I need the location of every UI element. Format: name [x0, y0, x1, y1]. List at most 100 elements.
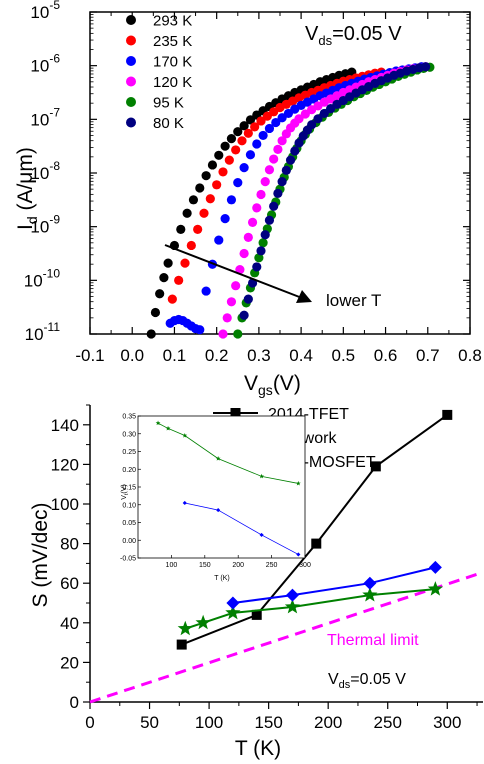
- y-tick-exponent: -11: [44, 320, 61, 334]
- data-point: [177, 620, 193, 636]
- data-point: [294, 138, 304, 148]
- y-tick-base: 10: [30, 164, 49, 183]
- lower-t-arrow-head: [296, 290, 312, 303]
- y-tick-exponent: -8: [49, 159, 60, 173]
- data-point: [167, 294, 177, 304]
- data-point: [218, 167, 228, 177]
- top-x-tick-label: 0.3: [247, 346, 271, 365]
- data-point: [285, 155, 296, 165]
- legend-marker: [126, 35, 136, 46]
- inset-data-point: [296, 552, 301, 557]
- data-point: [258, 130, 268, 141]
- data-point: [256, 116, 266, 126]
- top-y-tick-label: 10-7: [30, 105, 60, 129]
- inset-y-tick-label: 0.30: [122, 431, 136, 438]
- legend-label: 170 K: [153, 54, 192, 71]
- y-tick-base: 10: [30, 57, 49, 76]
- top-plot-frame: [89, 11, 471, 335]
- bottom-y-axis-label: S (mV/dec): [29, 502, 52, 607]
- data-point: [311, 538, 322, 549]
- inset-data-point: [259, 532, 264, 538]
- data-point: [222, 313, 232, 323]
- bottom-x-tick-label: 0: [85, 713, 94, 732]
- series-line: [184, 588, 436, 630]
- top-axis-ticks: -0.1 0.0 0.1 0.2 0.3 0.4 0.5 0.6 0.7 0.810-1110-1…: [24, 0, 482, 365]
- inset-y-tick-label: 0.15: [122, 485, 136, 492]
- data-point: [180, 258, 190, 268]
- thermal-limit-line: [89, 570, 484, 704]
- y-tick-base: 10: [25, 325, 44, 344]
- y-tick-exponent: -5: [49, 0, 60, 12]
- data-point: [163, 258, 173, 268]
- data-point: [442, 409, 453, 420]
- data-point: [176, 639, 187, 650]
- data-point: [188, 195, 199, 205]
- inset-y-tick-label: 0.20: [122, 467, 136, 474]
- data-point: [284, 598, 301, 614]
- top-x-tick-label: -0.1: [75, 346, 104, 365]
- top-x-tick-label: 0.1: [163, 346, 187, 365]
- top-y-tick-label: 10-9: [30, 213, 60, 237]
- data-point: [254, 253, 264, 263]
- data-point: [363, 576, 377, 590]
- inset-y-tick-label: -0.05: [120, 556, 136, 563]
- data-point: [195, 614, 211, 630]
- inset-y-tick-label: 0.00: [122, 538, 136, 545]
- inset-x-axis-label: T (K): [214, 575, 229, 582]
- thermal-limit-label: Thermal limit: [327, 632, 419, 649]
- data-point: [290, 146, 300, 156]
- threshold-voltage-inset: 100 150 200 250 300 -0.05 0.00 0.05 0.10 0.15 0.20…: [120, 414, 311, 583]
- inset-series-2: [182, 500, 301, 557]
- data-point: [201, 171, 211, 181]
- data-point: [256, 246, 266, 256]
- data-point: [251, 609, 262, 620]
- subthreshold-swing-chart: 0 50 100 150 200 250 300 0 20 40 60 80 100 120 140 20 1…: [29, 404, 484, 760]
- data-point: [174, 275, 184, 285]
- data-point: [250, 122, 260, 132]
- top-data-points: [146, 62, 435, 339]
- data-point: [214, 150, 224, 160]
- data-point: [245, 115, 256, 125]
- data-point: [252, 139, 262, 149]
- inset-series-line: [184, 502, 299, 555]
- data-point: [271, 117, 281, 128]
- lower-t-arrow-line: [164, 244, 303, 299]
- data-point: [277, 176, 287, 187]
- bottom-y-tick-label: 140: [51, 416, 79, 435]
- data-point: [212, 180, 222, 190]
- inset-data-point: [216, 507, 221, 513]
- data-point: [258, 238, 268, 248]
- bottom-y-tick-label: 40: [60, 614, 79, 633]
- data-point: [146, 329, 156, 339]
- legend-label: 293 K: [153, 13, 192, 30]
- data-point: [281, 165, 291, 175]
- top-x-tick-label: 0.4: [289, 346, 313, 365]
- data-point: [319, 108, 329, 119]
- bottom-x-tick-label: 150: [254, 713, 282, 732]
- data-point: [176, 224, 186, 234]
- series-2016-MOSFET: [226, 560, 442, 610]
- inset-plot-frame: [137, 415, 306, 559]
- inset-y-tick-label: 0.05: [122, 520, 136, 527]
- bottom-x-tick-label: 100: [195, 713, 223, 732]
- legend-marker: [126, 97, 136, 107]
- inset-axis-ticks: 100 150 200 250 300 -0.05 0.00 0.05 0.10 0.15 0.20…: [120, 414, 311, 570]
- inset-series-1: [155, 420, 301, 486]
- data-point: [193, 224, 203, 234]
- data-point: [264, 123, 275, 134]
- data-point: [224, 155, 234, 165]
- data-point: [252, 203, 262, 213]
- data-point: [294, 114, 304, 124]
- data-point: [226, 195, 237, 205]
- inset-data-point: [295, 480, 301, 486]
- top-y-axis-label: Id (A/μm): [14, 147, 40, 230]
- inset-series-line: [157, 422, 299, 484]
- data-point: [247, 217, 258, 227]
- data-point: [195, 183, 205, 193]
- data-point: [269, 201, 279, 211]
- data-point: [252, 262, 262, 272]
- data-point: [243, 232, 253, 242]
- y-tick-exponent: -6: [49, 52, 60, 66]
- data-point: [421, 62, 431, 72]
- top-x-tick-label: 0.0: [120, 346, 144, 365]
